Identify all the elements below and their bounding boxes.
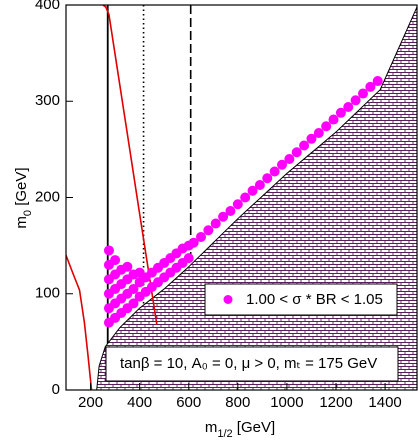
point (218, 211, 229, 222)
y-tick-label: 300 (35, 92, 60, 109)
point (291, 147, 302, 158)
y-tick-label: 200 (35, 188, 60, 205)
point (128, 298, 139, 309)
y-axis-label: m0 [GeV] (13, 167, 34, 228)
point (196, 231, 206, 242)
point (299, 140, 310, 151)
point (365, 81, 376, 92)
y-tick-label: 0 (52, 381, 60, 398)
point (306, 133, 317, 144)
x-axis-label: m1/2 [GeV] (205, 419, 275, 440)
point (343, 102, 354, 113)
point (313, 128, 324, 139)
point (210, 218, 221, 229)
legend-box (204, 283, 398, 316)
excluded-region (96, 6, 417, 390)
constraint-curve (66, 254, 93, 390)
annotation: tanβ = 10, A₀ = 0, μ > 0, mₜ = 175 GeV (120, 355, 377, 372)
point (240, 192, 251, 203)
y-tick-label: 100 (35, 285, 60, 302)
point (321, 121, 332, 132)
x-tick-label: 1000 (270, 394, 303, 411)
x-tick-label: 1200 (319, 394, 352, 411)
point (232, 199, 243, 210)
plot-frame (65, 4, 418, 391)
point (225, 205, 236, 216)
x-label-base: m (205, 419, 218, 436)
legend-marker (223, 295, 233, 304)
point (247, 185, 258, 196)
point (262, 173, 273, 184)
point (254, 179, 265, 190)
annotation-box (105, 346, 399, 382)
point (277, 159, 287, 170)
point (372, 76, 383, 87)
point (269, 166, 280, 177)
x-tick-label: 1400 (368, 394, 401, 411)
point (122, 261, 133, 272)
point (203, 225, 214, 236)
point (358, 88, 368, 99)
point (183, 253, 194, 264)
point (350, 95, 361, 106)
point (103, 245, 114, 256)
x-label-unit: [GeV] (233, 419, 276, 436)
x-tick-label: 400 (127, 394, 152, 411)
y-label-base: m (13, 216, 30, 229)
x-label-sub: 1/2 (217, 428, 232, 440)
y-tick-label: 400 (35, 0, 60, 13)
x-tick-label: 200 (78, 394, 103, 411)
point (284, 154, 295, 164)
legend-label: 1.00 < σ * BR < 1.05 (246, 291, 383, 308)
point (328, 114, 339, 125)
y-label-sub: 0 (22, 210, 34, 216)
plot-area (66, 5, 417, 390)
point (335, 107, 346, 118)
point (188, 237, 199, 248)
constraint-curve (102, 5, 158, 325)
x-tick-label: 800 (225, 394, 250, 411)
point (128, 283, 139, 294)
overlay: 200 400 600 800 1000 1200 1400 0 100 200 300 400 1.0… (35, 0, 402, 411)
y-label-unit: [GeV] (13, 167, 30, 210)
point (110, 255, 121, 266)
x-tick-label: 600 (176, 394, 201, 411)
